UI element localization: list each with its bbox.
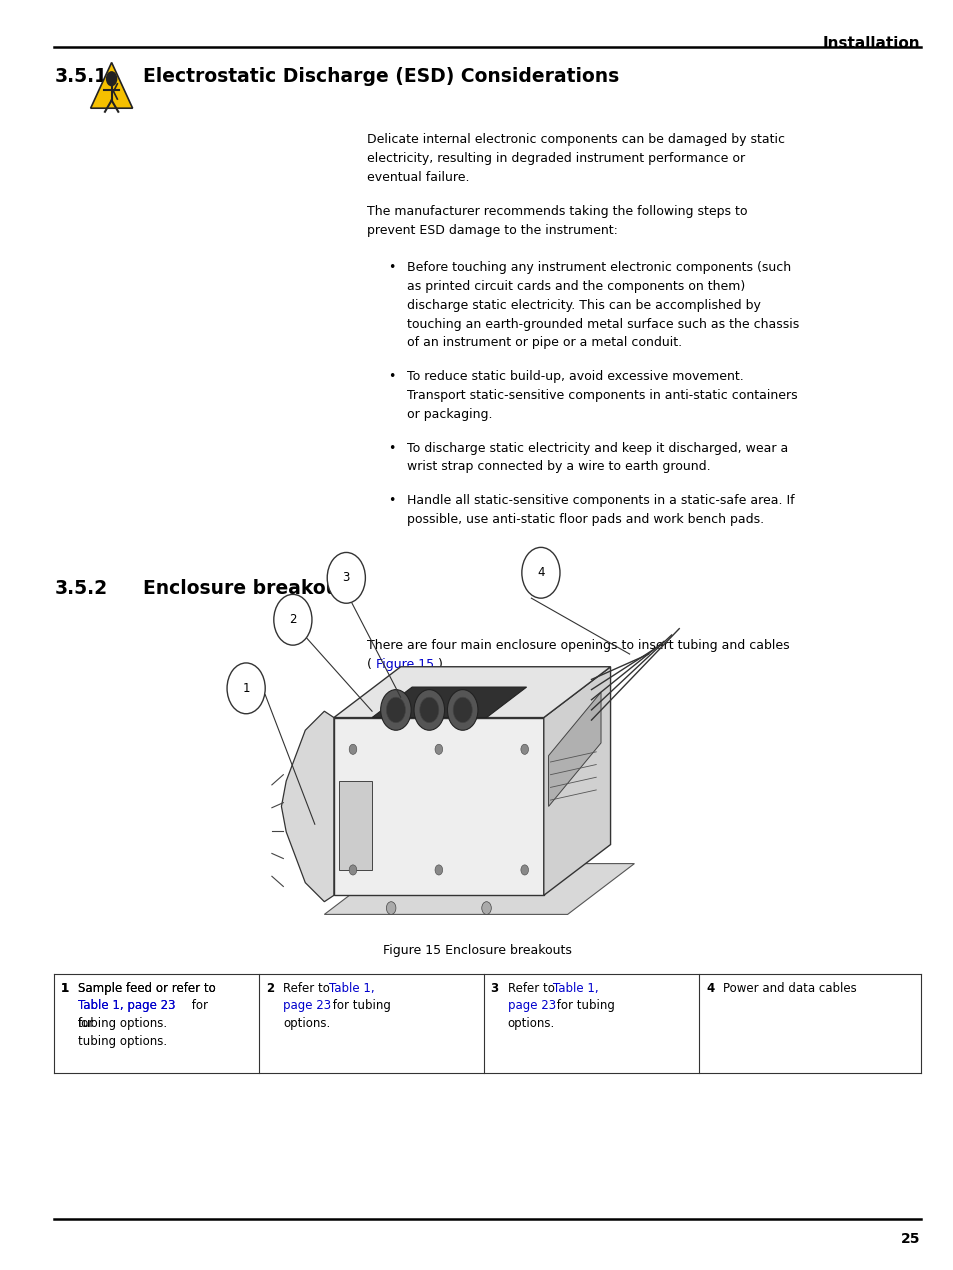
Text: Figure 15: Figure 15 bbox=[375, 658, 434, 671]
Text: page 23: page 23 bbox=[507, 999, 555, 1012]
Text: To discharge static electricity and keep it discharged, wear a: To discharge static electricity and keep… bbox=[407, 442, 788, 455]
Text: Power and data cables: Power and data cables bbox=[722, 982, 856, 994]
Text: •: • bbox=[388, 262, 395, 274]
Text: Refer to: Refer to bbox=[507, 982, 558, 994]
Circle shape bbox=[227, 663, 265, 714]
Circle shape bbox=[349, 865, 356, 875]
Text: •: • bbox=[388, 442, 395, 455]
Text: Table 1,: Table 1, bbox=[329, 982, 375, 994]
Circle shape bbox=[435, 744, 442, 754]
Circle shape bbox=[274, 594, 312, 645]
Text: Before touching any instrument electronic components (such: Before touching any instrument electroni… bbox=[407, 262, 791, 274]
Text: electricity, resulting in degraded instrument performance or: electricity, resulting in degraded instr… bbox=[367, 152, 744, 165]
Text: tubing options.: tubing options. bbox=[78, 1017, 167, 1030]
Polygon shape bbox=[324, 864, 634, 914]
Text: Table 1,: Table 1, bbox=[553, 982, 598, 994]
Text: Sample feed or refer to: Sample feed or refer to bbox=[78, 982, 215, 994]
Circle shape bbox=[414, 690, 444, 730]
Text: Enclosure breakouts: Enclosure breakouts bbox=[143, 579, 358, 598]
Circle shape bbox=[419, 697, 438, 723]
Text: discharge static electricity. This can be accomplished by: discharge static electricity. This can b… bbox=[407, 298, 760, 311]
FancyBboxPatch shape bbox=[338, 781, 372, 870]
Text: for: for bbox=[188, 999, 208, 1012]
Text: Figure 15 Enclosure breakouts: Figure 15 Enclosure breakouts bbox=[382, 944, 571, 956]
Text: Installation: Installation bbox=[822, 36, 920, 51]
Circle shape bbox=[481, 902, 491, 914]
Circle shape bbox=[520, 744, 528, 754]
Text: Sample feed or refer to: Sample feed or refer to bbox=[78, 982, 215, 994]
Text: options.: options. bbox=[507, 1017, 555, 1030]
Text: as printed circuit cards and the components on them): as printed circuit cards and the compone… bbox=[407, 279, 745, 293]
Polygon shape bbox=[334, 718, 543, 895]
Circle shape bbox=[327, 552, 365, 603]
Text: ).: ). bbox=[437, 658, 446, 671]
Text: for: for bbox=[78, 1017, 94, 1030]
Text: prevent ESD damage to the instrument:: prevent ESD damage to the instrument: bbox=[367, 224, 618, 236]
Text: 1: 1 bbox=[61, 982, 70, 994]
Text: 3: 3 bbox=[490, 982, 498, 994]
Text: Transport static-sensitive components in anti-static containers: Transport static-sensitive components in… bbox=[407, 389, 797, 403]
Circle shape bbox=[386, 697, 405, 723]
Text: 3.5.2: 3.5.2 bbox=[54, 579, 108, 598]
Text: Handle all static-sensitive components in a static-safe area. If: Handle all static-sensitive components i… bbox=[407, 494, 794, 507]
Text: (: ( bbox=[367, 658, 372, 671]
Text: The manufacturer recommends taking the following steps to: The manufacturer recommends taking the f… bbox=[367, 204, 747, 217]
Text: Refer to: Refer to bbox=[283, 982, 334, 994]
Text: 1: 1 bbox=[61, 982, 70, 994]
Text: of an instrument or pipe or a metal conduit.: of an instrument or pipe or a metal cond… bbox=[407, 337, 681, 349]
Text: possible, use anti-static floor pads and work bench pads.: possible, use anti-static floor pads and… bbox=[407, 513, 763, 526]
Polygon shape bbox=[334, 667, 610, 718]
Text: 4: 4 bbox=[705, 982, 714, 994]
Text: 4: 4 bbox=[537, 566, 544, 579]
Text: Electrostatic Discharge (ESD) Considerations: Electrostatic Discharge (ESD) Considerat… bbox=[143, 67, 618, 86]
Circle shape bbox=[435, 865, 442, 875]
Text: To reduce static build-up, avoid excessive movement.: To reduce static build-up, avoid excessi… bbox=[407, 370, 743, 384]
Polygon shape bbox=[281, 711, 334, 902]
Text: 25: 25 bbox=[901, 1232, 920, 1246]
Text: 3.5.1: 3.5.1 bbox=[54, 67, 108, 86]
Text: Table 1, page 23: Table 1, page 23 bbox=[78, 999, 175, 1012]
Text: wrist strap connected by a wire to earth ground.: wrist strap connected by a wire to earth… bbox=[407, 461, 710, 474]
Text: 2: 2 bbox=[266, 982, 274, 994]
Circle shape bbox=[520, 865, 528, 875]
Text: tubing options.: tubing options. bbox=[78, 1035, 167, 1048]
Circle shape bbox=[453, 697, 472, 723]
Polygon shape bbox=[91, 62, 132, 108]
Circle shape bbox=[106, 71, 117, 86]
Text: Table 1, page 23: Table 1, page 23 bbox=[78, 999, 175, 1012]
Circle shape bbox=[349, 744, 356, 754]
Text: 1: 1 bbox=[242, 682, 250, 695]
Text: for tubing: for tubing bbox=[329, 999, 391, 1012]
Text: 2: 2 bbox=[289, 613, 296, 626]
Text: There are four main enclosure openings to insert tubing and cables: There are four main enclosure openings t… bbox=[367, 639, 789, 652]
Text: options.: options. bbox=[283, 1017, 331, 1030]
Text: eventual failure.: eventual failure. bbox=[367, 171, 469, 184]
Text: touching an earth-grounded metal surface such as the chassis: touching an earth-grounded metal surface… bbox=[407, 318, 799, 330]
Circle shape bbox=[380, 690, 411, 730]
Text: Delicate internal electronic components can be damaged by static: Delicate internal electronic components … bbox=[367, 133, 784, 146]
Polygon shape bbox=[548, 692, 600, 806]
Polygon shape bbox=[372, 687, 526, 718]
Text: for tubing: for tubing bbox=[553, 999, 615, 1012]
Text: •: • bbox=[388, 370, 395, 384]
Circle shape bbox=[386, 902, 395, 914]
Text: or packaging.: or packaging. bbox=[407, 408, 493, 420]
Circle shape bbox=[521, 547, 559, 598]
Text: 3: 3 bbox=[342, 572, 350, 584]
Text: •: • bbox=[388, 494, 395, 507]
Text: page 23: page 23 bbox=[283, 999, 331, 1012]
Polygon shape bbox=[543, 667, 610, 895]
Circle shape bbox=[447, 690, 477, 730]
